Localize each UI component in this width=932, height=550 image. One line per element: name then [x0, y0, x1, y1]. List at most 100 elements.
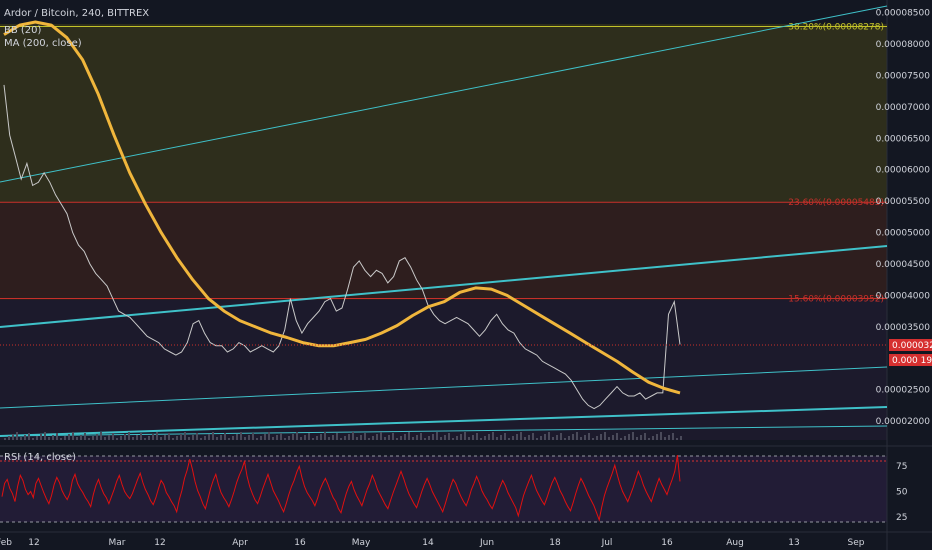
- volume-bar: [660, 432, 662, 440]
- volume-bar: [432, 434, 434, 440]
- volume-bar: [160, 437, 162, 440]
- price-tick-label: 0.00003500: [876, 323, 931, 333]
- volume-bar: [56, 433, 58, 440]
- volume-bar: [216, 437, 218, 440]
- volume-bar: [628, 434, 630, 440]
- volume-bar: [456, 436, 458, 440]
- price-tick-label: 0.00006000: [876, 166, 931, 176]
- volume-bar: [496, 437, 498, 440]
- volume-bar: [608, 437, 610, 440]
- volume-bar: [504, 433, 506, 440]
- rsi-panel-bg: [0, 456, 887, 522]
- last-price-value: 0.00003223: [892, 341, 932, 351]
- volume-bar: [536, 438, 538, 440]
- volume-bar: [20, 437, 22, 440]
- volume-bar: [368, 438, 370, 440]
- volume-bar: [364, 433, 366, 440]
- volume-bar: [112, 433, 114, 440]
- symbol-title[interactable]: Ardor / Bitcoin, 240, BITTREX: [4, 8, 149, 19]
- time-axis[interactable]: Feb 12 Mar 12 Apr 16 May 14 Jun 18 Jul 16 Aug 13 Sep: [0, 538, 865, 548]
- volume-bar: [372, 436, 374, 440]
- volume-bar: [448, 433, 450, 440]
- trend-line-bottom[interactable]: [0, 425, 888, 437]
- volume-bar: [60, 438, 62, 440]
- time-tick-label: Aug: [726, 538, 744, 548]
- volume-bar: [168, 433, 170, 440]
- volume-bar: [572, 434, 574, 440]
- volume-bar: [328, 437, 330, 440]
- volume-bar: [200, 438, 202, 440]
- indicator-bb[interactable]: BB (20): [4, 25, 42, 36]
- volume-bar: [396, 438, 398, 440]
- volume-bar: [596, 436, 598, 440]
- volume-bar: [676, 438, 678, 440]
- trend-line-upper[interactable]: [0, 5, 888, 183]
- time-tick-label: 13: [788, 538, 799, 548]
- volume-bar: [488, 434, 490, 440]
- volume-bar: [156, 432, 158, 440]
- volume-bar: [140, 433, 142, 440]
- countdown-tag: 0.000 19:41: [889, 354, 932, 366]
- time-tick-label: May: [352, 538, 371, 548]
- volume-bar: [240, 432, 242, 440]
- volume-bar: [108, 435, 110, 440]
- volume-bar: [176, 436, 178, 440]
- time-tick-label: Jun: [479, 538, 494, 548]
- volume-bar: [264, 434, 266, 440]
- volume-bar: [480, 438, 482, 440]
- volume-bar: [472, 435, 474, 440]
- volume-bar: [560, 433, 562, 440]
- volume-bar: [612, 435, 614, 440]
- volume-bar: [360, 435, 362, 440]
- ma-200-line: [3, 20, 681, 395]
- volume-bar: [344, 436, 346, 440]
- volume-bar: [280, 433, 282, 440]
- price-tick-label: 0.00004500: [876, 260, 931, 270]
- volume-bar: [564, 438, 566, 440]
- volume-bar: [336, 433, 338, 440]
- volume-bar: [464, 432, 466, 440]
- volume-bar: [252, 433, 254, 440]
- volume-bar: [196, 433, 198, 440]
- time-tick-label: 12: [28, 538, 39, 548]
- volume-bar: [36, 436, 38, 440]
- time-tick-label: Jul: [601, 538, 613, 548]
- rsi-axis[interactable]: 75 50 25: [896, 462, 908, 523]
- volume-bar: [212, 432, 214, 440]
- volume-bar: [388, 435, 390, 440]
- rsi-tick-label: 25: [896, 513, 907, 523]
- volume-bar: [600, 434, 602, 440]
- rsi-label[interactable]: RSI (14, close): [4, 452, 76, 463]
- volume-bar: [484, 436, 486, 440]
- time-tick-label: 14: [422, 538, 434, 548]
- volume-bar: [436, 432, 438, 440]
- volume-bar: [524, 437, 526, 440]
- indicator-ma[interactable]: MA (200, close): [4, 38, 82, 49]
- zone-olive: [0, 24, 887, 202]
- time-tick-label: 16: [661, 538, 673, 548]
- volume-bar: [52, 435, 54, 440]
- trend-line-lower-thick[interactable]: [0, 406, 888, 437]
- volume-bar: [468, 437, 470, 440]
- volume-bar: [44, 432, 46, 440]
- trend-line-middle[interactable]: [0, 245, 888, 328]
- volume-bar: [72, 432, 74, 440]
- volume-bar: [172, 438, 174, 440]
- volume-bar: [552, 437, 554, 440]
- volume-bar: [576, 432, 578, 440]
- volume-bar: [648, 438, 650, 440]
- price-axis[interactable]: 0.00008500 0.00008000 0.00007500 0.00007000…: [876, 9, 931, 428]
- volume-bar: [528, 435, 530, 440]
- price-tick-label: 0.00008500: [876, 9, 931, 19]
- time-tick-label: Mar: [109, 538, 126, 548]
- volume-bar: [188, 437, 190, 440]
- trend-line-lower-thin[interactable]: [0, 366, 888, 409]
- time-tick-label: Feb: [0, 538, 12, 548]
- time-tick-label: 18: [549, 538, 561, 548]
- rsi-series-line: [1, 455, 681, 522]
- volume-bar: [604, 432, 606, 440]
- volume-bar: [492, 432, 494, 440]
- volume-bar: [656, 434, 658, 440]
- volume-bar: [268, 432, 270, 440]
- volume-bar: [356, 437, 358, 440]
